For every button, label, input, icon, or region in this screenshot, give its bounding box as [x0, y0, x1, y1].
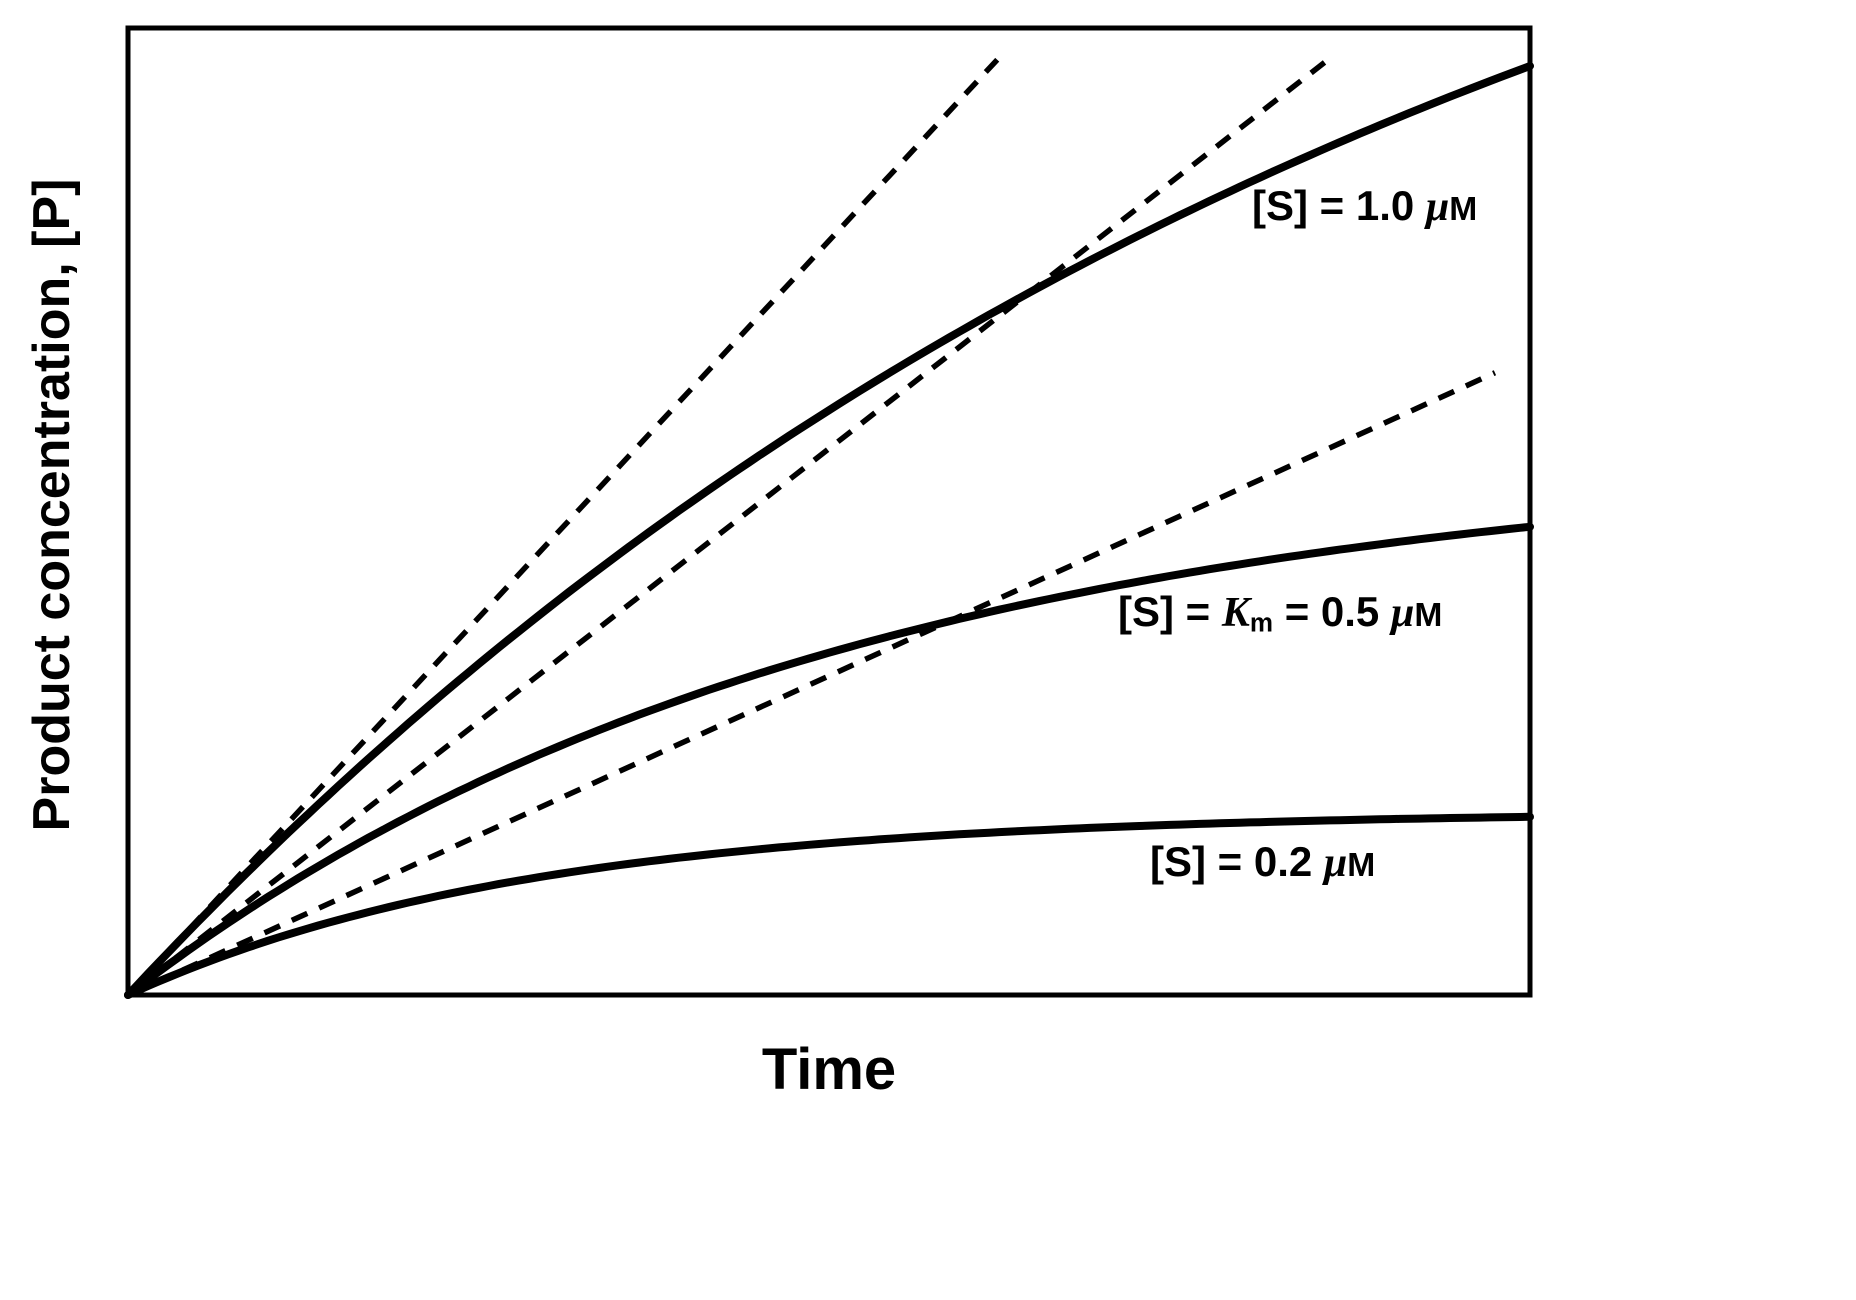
label-segment: M — [1414, 597, 1444, 634]
label-segment: μ — [1323, 840, 1348, 886]
label-segment: K — [1221, 590, 1250, 636]
label-segment: μ — [1425, 184, 1450, 230]
plot-border — [125, 25, 1533, 998]
plot-lines-group — [124, 57, 1534, 999]
y-axis-label: Product concentration, [P] — [23, 178, 81, 832]
label-segment: μ — [1390, 590, 1415, 636]
series-label-s-0.2-um: [S] = 0.2 μM — [1150, 838, 1376, 887]
label-segment: m — [1249, 607, 1274, 638]
label-segment: = 0.5 — [1273, 588, 1391, 635]
series-label-s-1.0-um: [S] = 1.0 μM — [1252, 182, 1478, 231]
label-segment: [S] = — [1118, 588, 1222, 635]
initial-rate-tangent-s2 — [126, 58, 1329, 998]
label-segment: [S] = 0.2 — [1150, 838, 1324, 885]
progress-curve-s1 — [124, 62, 1534, 999]
progress-curve-s2 — [124, 522, 1534, 999]
progress-curve-s3 — [124, 812, 1534, 999]
series-label-s-km-0.5-um: [S] = Km = 0.5 μM — [1118, 588, 1443, 639]
label-segment: [S] = 1.0 — [1252, 182, 1426, 229]
initial-rate-tangent-s1 — [125, 57, 1000, 997]
x-axis-label: Time — [761, 1037, 897, 1102]
initial-rate-tangent-s3 — [126, 370, 1497, 998]
label-segment: M — [1449, 191, 1479, 228]
label-segment: M — [1347, 847, 1377, 884]
